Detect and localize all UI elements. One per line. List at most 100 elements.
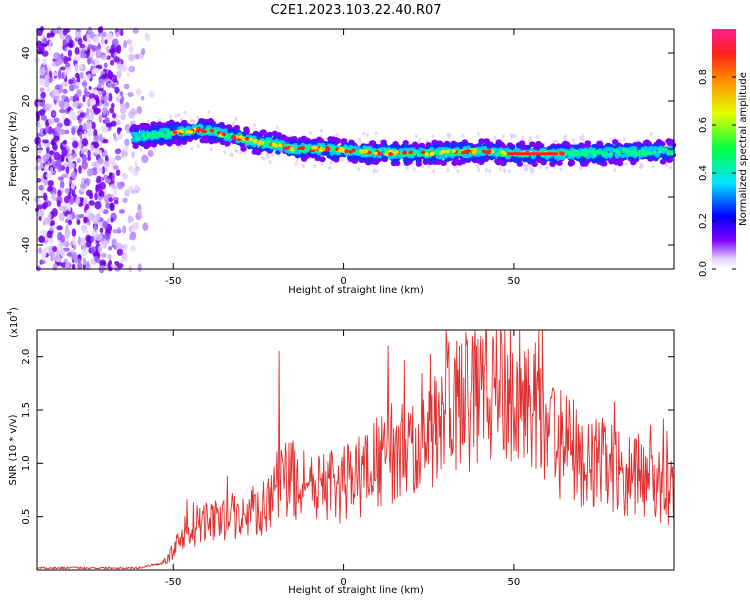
noise-speckle	[106, 110, 110, 116]
band-halo	[539, 165, 543, 170]
band-cell	[621, 149, 626, 154]
ridge-cell	[373, 151, 378, 156]
band-cell	[643, 139, 651, 146]
band-cell	[413, 150, 418, 155]
band-cell	[666, 151, 671, 156]
noise-speckle	[119, 99, 123, 105]
spectrogram-y-tick-label: 0	[21, 146, 32, 152]
colorbar-tick-label: 0.0	[698, 261, 709, 277]
noise-speckle	[122, 174, 129, 180]
noise-speckle	[99, 133, 103, 140]
band-cell	[579, 158, 586, 164]
band-cell	[494, 158, 501, 165]
noise-speckle	[102, 220, 109, 229]
band-cell	[133, 128, 140, 134]
noise-speckle	[79, 64, 84, 71]
noise-speckle	[61, 147, 68, 157]
noise-speckle	[65, 218, 69, 224]
band-cell	[340, 138, 348, 144]
noise-speckle	[114, 155, 122, 161]
band-cell	[567, 155, 573, 160]
noise-speckle	[43, 192, 47, 201]
noise-speckle	[110, 102, 115, 109]
noise-speckle	[94, 192, 98, 201]
noise-speckle	[114, 149, 121, 155]
band-cell	[574, 149, 579, 154]
noise-speckle	[91, 213, 96, 221]
noise-speckle	[77, 254, 82, 260]
noise-speckle	[72, 244, 77, 251]
noise-speckle	[58, 68, 62, 76]
noise-speckle	[126, 125, 131, 135]
noise-speckle	[74, 63, 79, 73]
band-halo	[421, 164, 425, 169]
band-halo	[320, 162, 324, 167]
band-halo	[501, 134, 505, 139]
snr-x-tick-label: 50	[508, 577, 521, 588]
noise-speckle	[63, 247, 70, 252]
band-cell	[415, 157, 422, 163]
band-cell	[283, 136, 291, 143]
noise-speckle	[90, 89, 98, 94]
band-halo	[555, 140, 559, 145]
band-halo	[362, 131, 366, 136]
noise-speckle	[82, 122, 88, 132]
band-halo	[425, 139, 429, 144]
noise-speckle	[39, 87, 45, 93]
band-cell	[495, 152, 500, 157]
noise-speckle	[112, 132, 117, 139]
spectrogram-axes: -50 0 50 -40 -20 0 20 40	[21, 29, 674, 287]
noise-speckle	[61, 206, 68, 212]
noise-speckle	[46, 230, 53, 239]
noise-speckle	[73, 55, 81, 62]
band-halo	[484, 167, 488, 172]
noise-speckle	[100, 36, 105, 45]
snr-series-line	[36, 329, 675, 570]
noise-speckle	[81, 47, 85, 55]
band-halo	[180, 117, 184, 122]
ridge-cell	[209, 128, 215, 133]
ridge-cell	[424, 152, 429, 156]
noise-speckle	[51, 208, 58, 217]
band-cell	[296, 140, 302, 146]
noise-speckle	[57, 189, 62, 197]
snr-multiplier: (x104)	[6, 307, 20, 338]
ridge-cell	[179, 129, 184, 133]
band-cell	[633, 149, 638, 153]
band-halo	[624, 162, 628, 167]
noise-speckle	[43, 165, 47, 172]
noise-speckle	[71, 113, 77, 121]
noise-speckle	[111, 239, 116, 244]
ridge-cell	[377, 151, 382, 156]
band-halo	[639, 162, 643, 167]
ridge-cell	[283, 146, 289, 151]
noise-speckle	[114, 46, 120, 53]
band-halo	[152, 147, 156, 152]
ridge-cell	[252, 139, 258, 143]
band-cell	[158, 128, 164, 133]
noise-speckle	[71, 252, 78, 261]
noise-speckle	[125, 101, 130, 110]
noise-speckle	[39, 100, 45, 107]
band-cell	[304, 148, 309, 153]
noise-speckle	[38, 184, 44, 191]
band-halo	[461, 133, 465, 138]
ridge-cell	[408, 150, 413, 155]
noise-speckle	[123, 83, 130, 90]
noise-speckle	[40, 91, 47, 99]
band-halo	[507, 169, 511, 174]
band-cell	[329, 151, 335, 156]
ridge-cell	[465, 150, 470, 154]
noise-speckle	[147, 150, 154, 157]
noise-speckle	[70, 171, 78, 180]
band-halo	[146, 119, 150, 124]
noise-speckle	[82, 94, 86, 103]
noise-speckle	[83, 87, 88, 97]
noise-speckle	[67, 42, 74, 48]
noise-speckle	[140, 95, 145, 101]
noise-speckle	[72, 140, 79, 149]
ridge-cell	[195, 129, 201, 133]
band-halo	[488, 169, 492, 174]
noise-speckle	[95, 149, 103, 155]
